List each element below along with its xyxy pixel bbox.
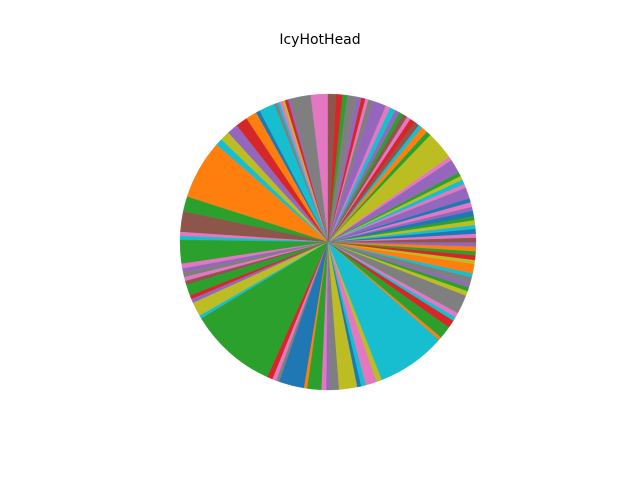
pie-slice bbox=[327, 93, 337, 243]
pie-slices bbox=[179, 93, 477, 391]
chart-title: IcyHotHead bbox=[279, 32, 361, 48]
pie-slice bbox=[201, 241, 329, 378]
